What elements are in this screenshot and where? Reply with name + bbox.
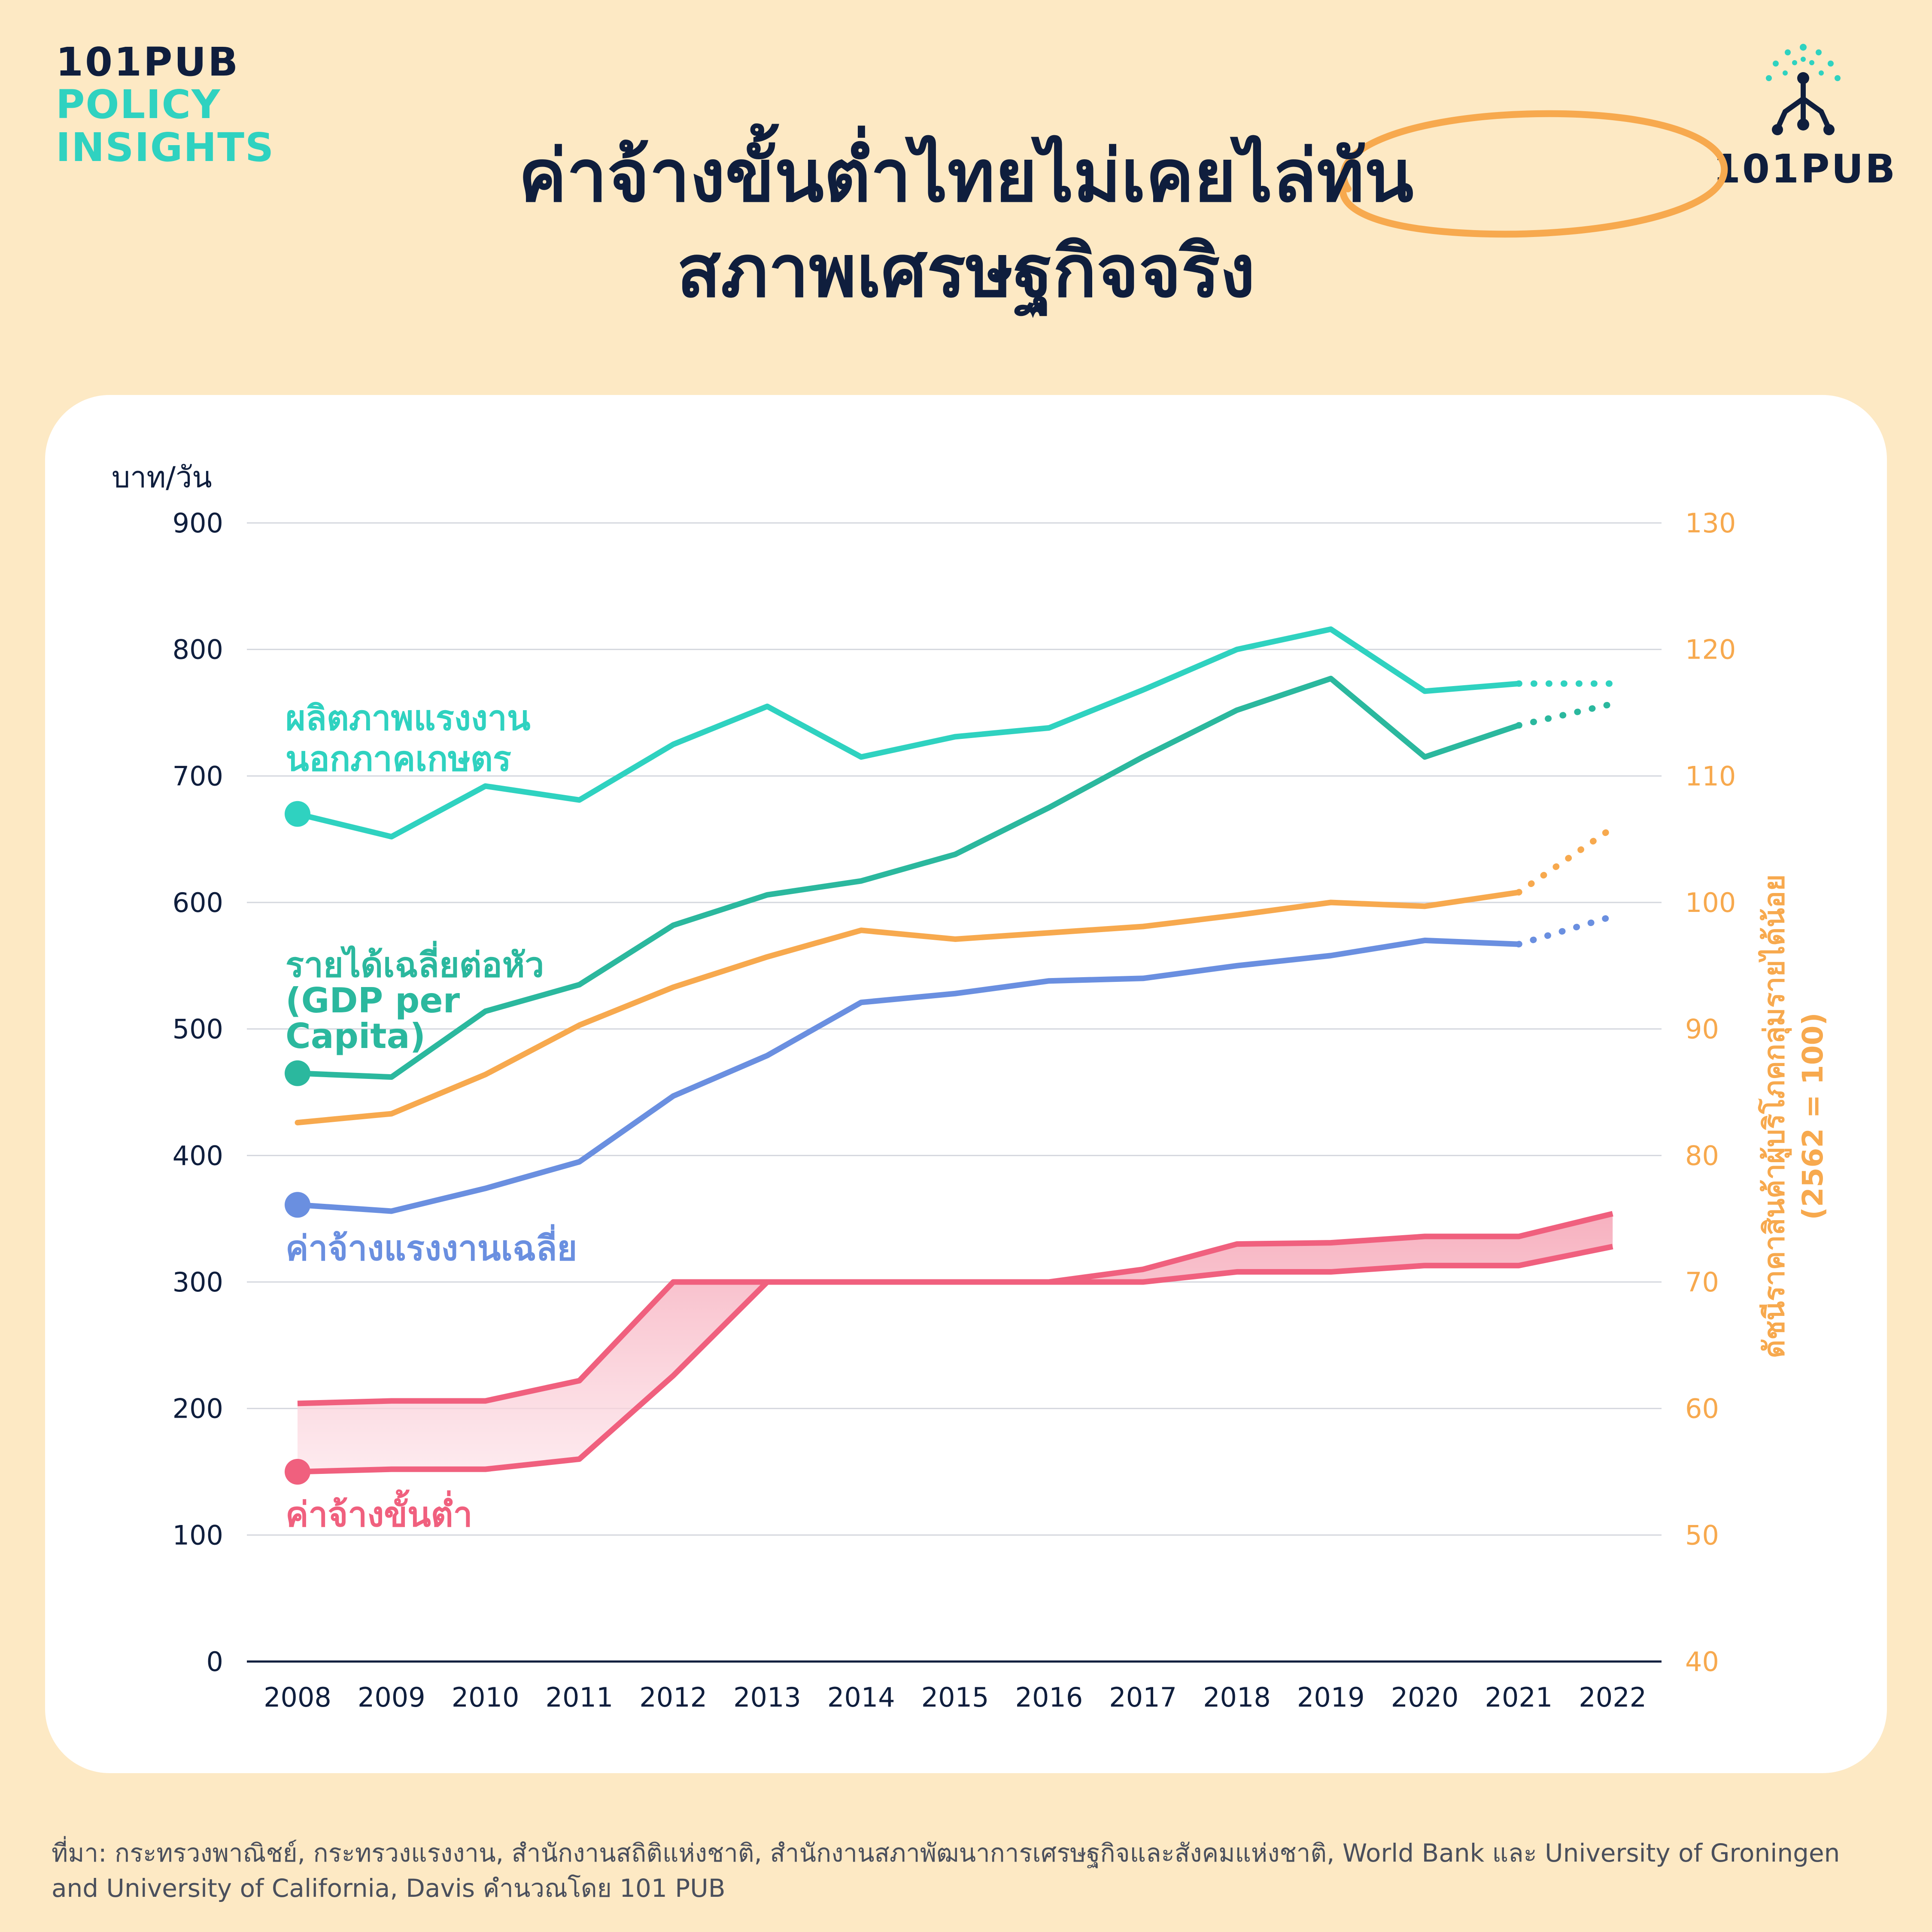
series-label-gdp: รายได้เฉลี่ยต่อหัว (GDP per Capita) (286, 941, 544, 1056)
y-axis-left-label: บาท/วัน (112, 461, 212, 495)
y-left-tick-label: 500 (173, 1014, 223, 1045)
brand-name: 101PUB (56, 39, 240, 85)
brand-logo: 101PUB (1713, 39, 1897, 192)
x-tick-label: 2019 (1297, 1682, 1365, 1713)
highlight-circle-icon (1339, 110, 1728, 238)
y-left-tick-label: 0 (207, 1646, 223, 1677)
chart-card (45, 395, 1887, 1773)
series-label-productivity: ผลิตภาพแรงงาน นอกภาคเกษตร (286, 698, 531, 779)
series-start-marker-gdp-per-capita (285, 1060, 310, 1086)
y-left-tick-label: 100 (173, 1519, 223, 1551)
brand-policy-insights: 101PUB POLICY INSIGHTS (56, 41, 274, 169)
x-tick-label: 2014 (827, 1682, 895, 1713)
y-right-tick-label: 80 (1685, 1140, 1719, 1171)
source-line-1: ที่มา: กระทรวงพาณิชย์, กระทรวงแรงงาน, สำ… (52, 1838, 1840, 1868)
y-right-tick-label: 130 (1685, 507, 1736, 539)
y-right-tick-label: 110 (1685, 760, 1736, 792)
x-tick-label: 2010 (452, 1682, 519, 1713)
y-left-tick-label: 300 (173, 1267, 223, 1298)
101pub-network-icon (1766, 44, 1841, 135)
series-label-gdp-line2: (GDP per (286, 981, 460, 1021)
x-tick-label: 2020 (1391, 1682, 1459, 1713)
title-line-1: ค่าจ้างขั้นต่ำไทยไม่เคยไล่ทัน (518, 134, 1414, 218)
series-line-productivity (295, 626, 1522, 840)
x-tick-label: 2016 (1015, 1682, 1083, 1713)
y-left-tick-label: 400 (173, 1140, 223, 1171)
series-projection-cpi-low-income (1515, 824, 1616, 896)
x-tick-label: 2012 (639, 1682, 707, 1713)
y-axis-right-label-line2: (2562 = 100) (1796, 1012, 1829, 1220)
y-right-tick-label: 40 (1685, 1646, 1719, 1677)
series-line-avg-wage (295, 937, 1522, 1214)
y-right-tick-label: 90 (1685, 1014, 1719, 1045)
series-line-gdp-per-capita (295, 675, 1522, 1080)
series-label-productivity-line2: นอกภาคเกษตร (286, 739, 511, 779)
source-line-2: and University of California, Davis คำนว… (52, 1874, 726, 1903)
y-right-tick-label: 60 (1685, 1393, 1719, 1425)
chart-title: ค่าจ้างขั้นต่ำไทยไม่เคยไล่ทัน สภาพเศรษฐก… (258, 110, 1728, 319)
y-left-tick-label: 200 (173, 1393, 223, 1425)
x-tick-label: 2021 (1485, 1682, 1553, 1713)
y-right-tick-label: 100 (1685, 887, 1736, 918)
series-label-avg-wage: ค่าจ้างแรงงานเฉลี่ย (286, 1224, 577, 1268)
logo-text: 101PUB (1713, 146, 1897, 192)
y-right-tick-label: 50 (1685, 1519, 1719, 1551)
series-line-cpi-low-income (295, 889, 1522, 1126)
y-left-tick-label: 800 (173, 634, 223, 665)
source-note: ที่มา: กระทรวงพาณิชย์, กระทรวงแรงงาน, สำ… (52, 1835, 1898, 1906)
x-tick-label: 2011 (546, 1682, 614, 1713)
series-projection-avg-wage (1515, 913, 1616, 948)
x-tick-label: 2018 (1203, 1682, 1271, 1713)
series-label-gdp-line1: รายได้เฉลี่ยต่อหัว (286, 941, 544, 985)
x-tick-label: 2022 (1579, 1682, 1646, 1713)
series-start-marker-productivity (285, 801, 310, 827)
series-label-productivity-line1: ผลิตภาพแรงงาน (286, 698, 531, 738)
min-wage-band-fill (298, 1213, 1613, 1472)
x-tick-label: 2015 (921, 1682, 989, 1713)
title-line-2: สภาพเศรษฐกิจจริง (677, 229, 1255, 313)
y-left-tick-label: 600 (173, 887, 223, 918)
y-right-tick-label: 70 (1685, 1267, 1719, 1298)
series-label-min-wage: ค่าจ้างขั้นต่ำ (286, 1489, 473, 1534)
y-left-tick-label: 900 (173, 507, 223, 539)
series-start-marker-avg-wage (285, 1192, 310, 1218)
min-wage-min-line (297, 1244, 1613, 1475)
y-right-tick-label: 120 (1685, 634, 1736, 665)
min-wage-start-marker (285, 1459, 310, 1485)
brand-policy: POLICY (56, 82, 221, 128)
x-tick-label: 2013 (733, 1682, 801, 1713)
y-left-tick-label: 700 (173, 760, 223, 792)
x-tick-label: 2017 (1109, 1682, 1177, 1713)
brand-insights: INSIGHTS (56, 124, 275, 170)
x-tick-label: 2008 (264, 1682, 331, 1713)
y-axis-right-label-line1: ดัชนีราคาสินค้าผู้บริโภคกลุ่มรายได้น้อย (1757, 875, 1792, 1358)
series-projection-gdp-per-capita (1515, 700, 1616, 729)
series-label-gdp-line3: Capita) (286, 1016, 425, 1056)
x-tick-label: 2009 (358, 1682, 425, 1713)
